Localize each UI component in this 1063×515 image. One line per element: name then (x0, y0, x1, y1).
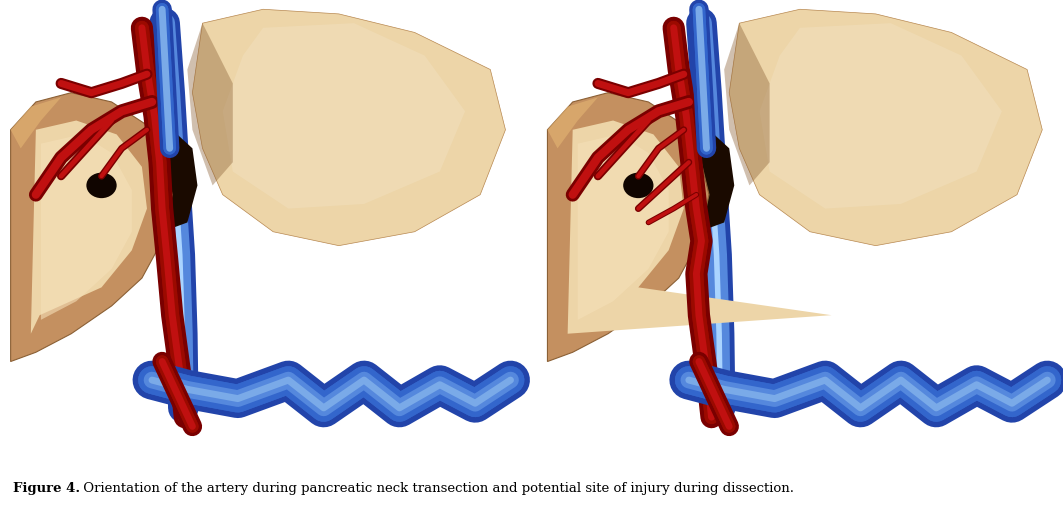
Polygon shape (759, 23, 1002, 209)
Ellipse shape (86, 173, 117, 198)
Polygon shape (192, 9, 506, 246)
Polygon shape (223, 23, 466, 209)
Polygon shape (578, 134, 669, 320)
Polygon shape (547, 97, 597, 148)
Polygon shape (11, 93, 172, 362)
Polygon shape (547, 93, 709, 362)
Polygon shape (729, 9, 1042, 246)
Polygon shape (40, 134, 132, 320)
Text: Orientation of the artery during pancreatic neck transection and potential site : Orientation of the artery during pancrea… (79, 482, 794, 495)
Text: Figure 4.: Figure 4. (13, 482, 80, 495)
Polygon shape (724, 23, 770, 185)
Polygon shape (187, 23, 233, 185)
Polygon shape (126, 116, 198, 232)
Ellipse shape (623, 173, 654, 198)
Polygon shape (663, 116, 735, 232)
Polygon shape (31, 121, 147, 334)
Polygon shape (568, 121, 831, 334)
Polygon shape (11, 97, 62, 148)
